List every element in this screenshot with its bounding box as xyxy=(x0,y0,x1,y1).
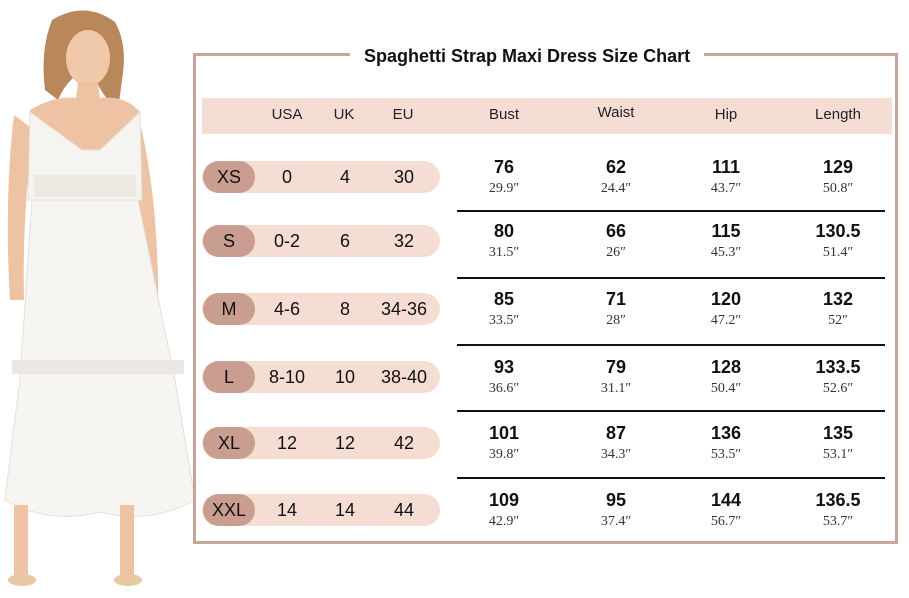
hip-cm: 136 xyxy=(710,423,742,443)
waist-cm: 87 xyxy=(605,423,627,443)
waist-in: 28″ xyxy=(606,313,626,328)
bust-in: 39.8″ xyxy=(488,447,520,462)
length-in: 50.8″ xyxy=(822,181,854,196)
waist-in: 34.3″ xyxy=(600,447,632,462)
length-cm: 136.5 xyxy=(815,490,861,510)
usa-size: 8-10 xyxy=(268,367,306,387)
uk-size: 14 xyxy=(334,500,356,520)
eu-size: 30 xyxy=(393,167,415,187)
hip-cm: 111 xyxy=(711,157,741,177)
row-divider xyxy=(457,344,885,346)
length-cm: 133.5 xyxy=(815,357,861,377)
hip-in: 47.2″ xyxy=(710,313,742,328)
header-band xyxy=(202,98,892,134)
usa-size: 14 xyxy=(276,500,298,520)
bust-cm: 93 xyxy=(493,357,515,377)
model-photo xyxy=(0,0,200,598)
eu-size: 44 xyxy=(393,500,415,520)
length-in: 52.6″ xyxy=(822,381,854,396)
usa-size: 0 xyxy=(281,167,293,187)
uk-size: 4 xyxy=(339,167,351,187)
hip-cm: 120 xyxy=(710,289,742,309)
eu-size: 42 xyxy=(393,433,415,453)
bust-in: 33.5″ xyxy=(488,313,520,328)
row-divider xyxy=(457,210,885,212)
size-row: XXL 14 14 44 109 42.9″ 95 37.4″ 144 56.7… xyxy=(0,484,909,544)
uk-size: 6 xyxy=(339,231,351,251)
length-cm: 130.5 xyxy=(815,221,861,241)
hip-in: 53.5″ xyxy=(710,447,742,462)
bust-in: 31.5″ xyxy=(488,245,520,260)
length-in: 53.7″ xyxy=(822,514,854,529)
bust-in: 29.9″ xyxy=(488,181,520,196)
hip-in: 45.3″ xyxy=(710,245,742,260)
length-cm: 135 xyxy=(822,423,854,443)
waist-in: 26″ xyxy=(606,245,626,260)
row-divider xyxy=(457,477,885,479)
eu-size: 32 xyxy=(393,231,415,251)
size-row: S 0-2 6 32 80 31.5″ 66 26″ 115 45.3″ 130… xyxy=(0,215,909,275)
header-waist: Waist xyxy=(597,104,635,121)
bust-in: 36.6″ xyxy=(488,381,520,396)
length-in: 52″ xyxy=(828,313,848,328)
usa-size: 12 xyxy=(276,433,298,453)
waist-cm: 71 xyxy=(605,289,627,309)
waist-cm: 66 xyxy=(605,221,627,241)
size-row: M 4-6 8 34-36 85 33.5″ 71 28″ 120 47.2″ … xyxy=(0,283,909,343)
chart-title: Spaghetti Strap Maxi Dress Size Chart xyxy=(350,43,705,69)
uk-size: 10 xyxy=(334,367,356,387)
bust-cm: 85 xyxy=(493,289,515,309)
waist-cm: 95 xyxy=(605,490,627,510)
header-eu: EU xyxy=(392,106,414,123)
usa-size: 0-2 xyxy=(273,231,301,251)
header-bust: Bust xyxy=(488,106,520,123)
bust-in: 42.9″ xyxy=(488,514,520,529)
waist-in: 37.4″ xyxy=(600,514,632,529)
length-in: 53.1″ xyxy=(822,447,854,462)
uk-size: 12 xyxy=(334,433,356,453)
model-figure-icon xyxy=(0,0,200,598)
usa-size: 4-6 xyxy=(273,299,301,319)
eu-size: 34-36 xyxy=(380,299,428,319)
size-row: XL 12 12 42 101 39.8″ 87 34.3″ 136 53.5″… xyxy=(0,417,909,477)
hip-cm: 128 xyxy=(710,357,742,377)
length-cm: 129 xyxy=(822,157,854,177)
header-length: Length xyxy=(815,106,861,123)
size-badge: L xyxy=(203,361,255,393)
size-badge: M xyxy=(203,293,255,325)
hip-in: 43.7″ xyxy=(710,181,742,196)
hip-in: 50.4″ xyxy=(710,381,742,396)
header-hip: Hip xyxy=(714,106,738,123)
row-divider xyxy=(457,410,885,412)
waist-in: 31.1″ xyxy=(600,381,632,396)
length-cm: 132 xyxy=(822,289,854,309)
waist-in: 24.4″ xyxy=(600,181,632,196)
bust-cm: 80 xyxy=(493,221,515,241)
header-usa: USA xyxy=(271,106,303,123)
size-row: L 8-10 10 38-40 93 36.6″ 79 31.1″ 128 50… xyxy=(0,351,909,411)
row-divider xyxy=(457,277,885,279)
uk-size: 8 xyxy=(339,299,351,319)
size-badge: XL xyxy=(203,427,255,459)
hip-cm: 115 xyxy=(711,221,741,241)
size-row: XS 0 4 30 76 29.9″ 62 24.4″ 111 43.7″ 12… xyxy=(0,151,909,211)
hip-in: 56.7″ xyxy=(710,514,742,529)
header-uk: UK xyxy=(333,106,355,123)
size-badge: XS xyxy=(203,161,255,193)
size-badge: S xyxy=(203,225,255,257)
bust-cm: 101 xyxy=(488,423,520,443)
length-in: 51.4″ xyxy=(822,245,854,260)
eu-size: 38-40 xyxy=(380,367,428,387)
bust-cm: 109 xyxy=(488,490,520,510)
waist-cm: 79 xyxy=(605,357,627,377)
size-badge: XXL xyxy=(203,494,255,526)
bust-cm: 76 xyxy=(493,157,515,177)
waist-cm: 62 xyxy=(605,157,627,177)
hip-cm: 144 xyxy=(710,490,742,510)
